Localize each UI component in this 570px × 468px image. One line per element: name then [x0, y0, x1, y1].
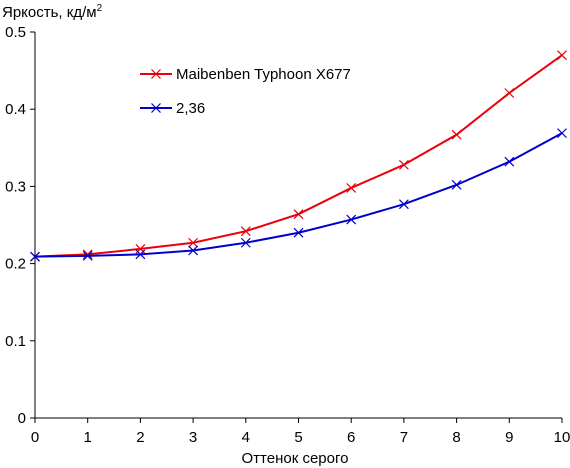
legend-entry: 2,36	[140, 100, 205, 117]
y-tick-label: 0.5	[5, 24, 26, 41]
data-point	[240, 226, 251, 237]
x-tick-label: 9	[505, 429, 513, 446]
y-tick-label: 0.4	[5, 101, 26, 118]
series-2	[30, 128, 567, 262]
legend-marker	[151, 103, 161, 113]
data-point	[557, 128, 567, 139]
series-line	[34, 54, 563, 258]
legend-entry: Maibenben Typhoon X677	[140, 66, 351, 83]
data-point	[135, 249, 146, 260]
data-point	[293, 209, 304, 220]
y-tick-label: 0	[18, 410, 26, 427]
y-tick-label: 0.3	[5, 178, 26, 195]
data-point	[451, 129, 462, 140]
data-point	[30, 251, 40, 262]
data-point	[451, 179, 462, 190]
x-axis-title: Оттенок серого	[242, 450, 349, 467]
data-point	[346, 214, 357, 225]
data-point	[188, 245, 199, 256]
y-tick-label: 0.2	[5, 256, 26, 273]
x-tick-label: 6	[347, 429, 355, 446]
axes: 0 0.1 0.2 0.3 0.4 0.5 0 1 2 3 4 5 6 7 8 9 10	[5, 24, 570, 446]
data-point	[82, 249, 93, 260]
data-point	[398, 199, 409, 210]
legend-label: 2,36	[176, 100, 205, 117]
series-line	[34, 132, 563, 258]
x-tick-label: 3	[189, 429, 197, 446]
x-tick-label: 5	[294, 429, 302, 446]
y-axis-title: Яркость, кд/м2	[2, 3, 103, 21]
legend-marker	[151, 69, 161, 79]
data-point	[504, 88, 515, 98]
data-point	[293, 227, 304, 238]
data-point	[82, 250, 93, 261]
legend: Maibenben Typhoon X677 2,36	[140, 66, 351, 117]
data-point	[398, 159, 409, 170]
x-tick-label: 0	[31, 429, 39, 446]
data-point	[240, 237, 251, 248]
x-tick-label: 7	[400, 429, 408, 446]
x-tick-label: 8	[452, 429, 460, 446]
x-tick-label: 2	[136, 429, 144, 446]
data-point	[346, 183, 357, 193]
data-point	[504, 156, 515, 167]
y-axis-title-text: Яркость, кд/м	[2, 4, 97, 21]
x-tick-label: 4	[242, 429, 250, 446]
data-point	[557, 50, 567, 61]
x-tick-label: 1	[84, 429, 92, 446]
y-axis-title-sup: 2	[97, 3, 103, 14]
x-tick-label: 10	[554, 429, 570, 446]
series-layer	[30, 50, 567, 262]
y-tick-label: 0.1	[5, 333, 26, 350]
legend-label: Maibenben Typhoon X677	[176, 66, 351, 83]
data-point	[188, 237, 199, 248]
